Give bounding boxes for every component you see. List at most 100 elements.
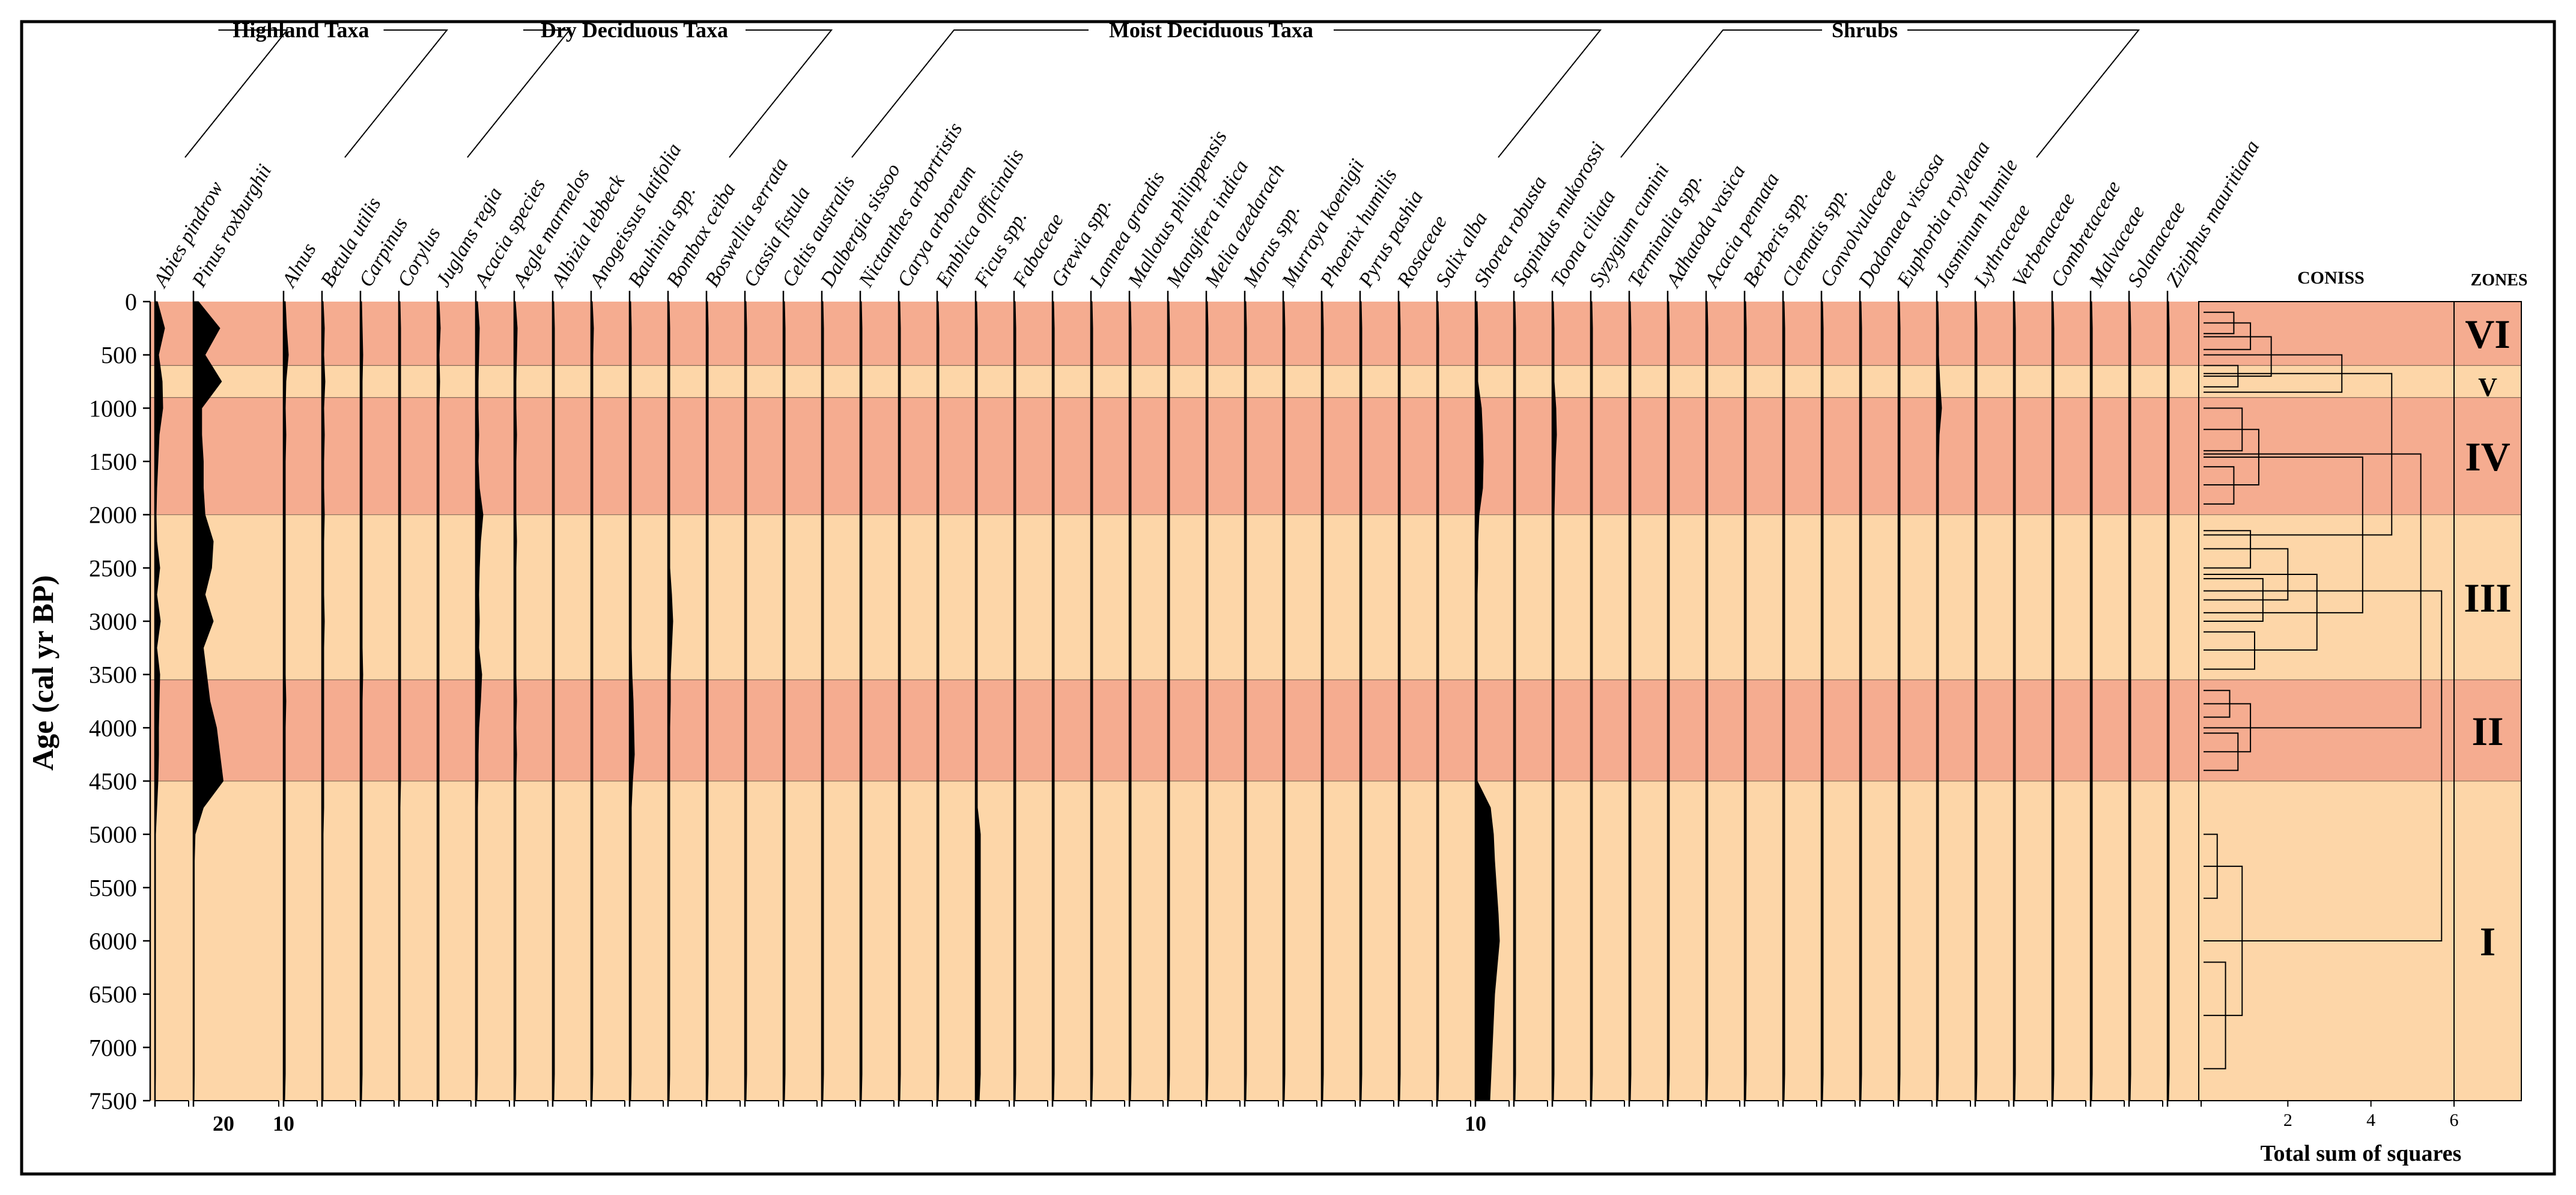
age-tick-label: 1000 <box>89 395 137 422</box>
taxon-column <box>667 291 702 1107</box>
taxon-column <box>154 291 189 1107</box>
taxon-column <box>1128 291 1164 1107</box>
taxon-column <box>398 291 433 1107</box>
taxon-column <box>2089 291 2125 1107</box>
taxon-curve <box>629 301 635 1101</box>
zone-label-II: II <box>2472 708 2504 754</box>
group-header: Shrubs <box>1832 18 1898 42</box>
zone-label-III: III <box>2464 575 2511 621</box>
age-tick-label: 6500 <box>89 981 137 1008</box>
taxon-column <box>821 291 856 1107</box>
zone-band-VI <box>150 302 2521 366</box>
taxon-column <box>1359 291 1394 1107</box>
scale-label: 10 <box>1465 1111 1486 1136</box>
taxon-column <box>1320 291 1356 1107</box>
taxon-column <box>2166 291 2202 1107</box>
figure-frame <box>20 20 2556 1176</box>
taxon-column <box>1474 291 1510 1107</box>
taxon-column <box>1936 291 1971 1107</box>
zones-title: ZONES <box>2471 271 2528 290</box>
group-headers: Highland Taxa Dry Deciduous Taxa Moist Dec… <box>184 18 2140 158</box>
taxon-curve <box>475 301 484 1101</box>
group-leader-line <box>1620 29 1822 158</box>
age-tick-label: 0 <box>125 288 137 315</box>
age-tick-label: 5000 <box>89 821 137 848</box>
taxon-column <box>1513 291 1548 1107</box>
zone-band-III <box>150 514 2521 680</box>
taxon-column <box>1244 291 1279 1107</box>
taxon-column <box>1666 291 1702 1107</box>
taxon-column <box>1859 291 1894 1107</box>
taxon-column <box>1436 291 1471 1107</box>
taxon-column <box>1820 291 1856 1107</box>
dendrogram-link <box>2204 590 2443 941</box>
group-header: Dry Deciduous Taxa <box>541 18 728 42</box>
taxon-column <box>1743 291 1779 1107</box>
dendrogram-link <box>2204 336 2272 377</box>
taxa-curves <box>154 291 2202 1107</box>
taxon-column <box>2051 291 2086 1107</box>
group-leader-line <box>467 29 571 158</box>
scale-label: 20 <box>213 1111 234 1136</box>
taxon-column <box>1090 291 1125 1107</box>
group-leader-line <box>851 29 1089 158</box>
age-tick-label: 5500 <box>89 874 137 901</box>
coniss-tick-label: 4 <box>2366 1110 2375 1130</box>
taxon-column <box>436 291 472 1107</box>
taxon-column <box>1167 291 1202 1107</box>
taxon-column <box>192 291 279 1107</box>
taxon-curve <box>193 301 224 1101</box>
age-tick-label: 3500 <box>89 661 137 689</box>
group-leader-line <box>344 29 449 158</box>
age-tick-label: 7000 <box>89 1034 137 1061</box>
taxon-column <box>1974 291 2009 1107</box>
taxon-column <box>1628 291 1663 1107</box>
taxon-column <box>1282 291 1317 1107</box>
taxon-column <box>782 291 818 1107</box>
taxon-column <box>513 291 548 1107</box>
zone-band-IV <box>150 397 2521 515</box>
taxon-column <box>1397 291 1433 1107</box>
zone-band-I <box>150 781 2521 1101</box>
group-leader-line <box>184 29 289 158</box>
taxon-column <box>628 291 664 1107</box>
taxon-curve <box>283 301 289 1101</box>
age-tick-label: 500 <box>101 342 137 369</box>
coniss-tick-label: 2 <box>2283 1110 2292 1130</box>
taxon-curve <box>1936 301 1942 1101</box>
coniss-dendrogram: CONISS Total sum of squares 2 4 6 <box>2204 268 2461 1166</box>
zone-label-IV: IV <box>2465 434 2511 479</box>
taxon-column <box>1590 291 1625 1107</box>
taxon-column <box>590 291 625 1107</box>
age-tick-label: 2500 <box>89 555 137 582</box>
coniss-axis-label: Total sum of squares <box>2261 1141 2462 1166</box>
taxon-column <box>898 291 933 1107</box>
taxon-column <box>321 291 356 1107</box>
age-tick-label: 1500 <box>89 448 137 475</box>
taxon-curve <box>667 301 673 1101</box>
taxon-curve <box>1552 301 1557 1101</box>
taxon-column <box>936 291 971 1107</box>
age-tick-label: 3000 <box>89 608 137 635</box>
coniss-title: CONISS <box>2297 268 2365 288</box>
zone-band-V <box>150 365 2521 398</box>
age-tick-label: 2000 <box>89 502 137 529</box>
zone-bands <box>150 302 2521 1101</box>
zone-label-VI: VI <box>2465 311 2511 357</box>
taxon-curve <box>975 301 981 1101</box>
age-tick-label: 7500 <box>89 1087 137 1114</box>
taxon-column <box>1205 291 1241 1107</box>
coniss-tick-label: 6 <box>2450 1110 2459 1130</box>
age-tick-label: 4500 <box>89 768 137 795</box>
taxon-column <box>282 291 318 1107</box>
group-header: Moist Deciduous Taxa <box>1109 18 1313 42</box>
taxon-column <box>1782 291 1817 1107</box>
taxon-column <box>1013 291 1048 1107</box>
taxon-column <box>2012 291 2048 1107</box>
group-leader-line <box>1334 29 1602 158</box>
taxon-column <box>1551 291 1587 1107</box>
taxon-column <box>475 291 510 1107</box>
taxon-column <box>551 291 587 1107</box>
zone-band-II <box>150 680 2521 781</box>
